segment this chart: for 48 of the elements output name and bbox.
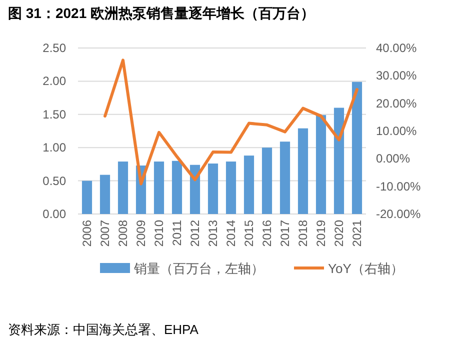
x-tick-label: 2010 — [152, 220, 166, 247]
bar — [280, 142, 290, 214]
x-tick-label: 2017 — [278, 220, 292, 247]
x-tick-label: 2012 — [188, 220, 202, 247]
bar — [172, 160, 182, 214]
x-tick-label: 2015 — [242, 220, 256, 247]
y-tick-label: 0.00 — [42, 207, 66, 221]
bar — [226, 162, 236, 214]
y2-tick-label: -20.00% — [376, 207, 422, 221]
x-tick-label: 2008 — [116, 220, 130, 247]
x-tick-label: 2014 — [224, 220, 238, 247]
bar — [298, 128, 308, 214]
bar — [118, 162, 128, 214]
x-tick-label: 2009 — [134, 220, 148, 247]
legend-label: 销量（百万台，左轴） — [133, 261, 264, 276]
y2-tick-label: 10.00% — [376, 124, 418, 138]
bar — [100, 174, 110, 214]
y-tick-label: 0.50 — [42, 174, 66, 188]
legend-label: YoY（右轴） — [328, 261, 404, 276]
x-tick-label: 2021 — [350, 220, 364, 247]
x-tick-label: 2019 — [314, 220, 328, 247]
y2-tick-label: 0.00% — [376, 152, 410, 166]
y-tick-label: 1.50 — [42, 107, 66, 122]
y-tick-label: 2.50 — [42, 41, 66, 55]
bar — [262, 148, 272, 214]
bar — [316, 115, 326, 214]
x-tick-label: 2018 — [296, 220, 310, 247]
x-tick-label: 2020 — [332, 220, 346, 247]
y2-tick-label: -10.00% — [376, 179, 422, 194]
bar — [208, 164, 218, 214]
line-series — [104, 58, 358, 186]
x-tick-label: 2007 — [98, 220, 112, 247]
bar — [352, 82, 362, 214]
y-tick-label: 1.00 — [42, 140, 66, 155]
x-tick-label: 2016 — [260, 220, 274, 247]
bar — [244, 156, 254, 214]
x-tick-label: 2006 — [80, 220, 94, 247]
chart-title: 图 31：2021 欧洲热泵销售量逐年增长（百万台） — [8, 5, 314, 21]
y2-tick-label: 40.00% — [376, 41, 418, 55]
y2-tick-label: 20.00% — [376, 96, 418, 110]
x-tick-label: 2013 — [206, 220, 220, 247]
y-tick-label: 2.00 — [42, 74, 66, 88]
text: 资料来源：中国海关总署、EHPA — [8, 322, 199, 337]
bar — [82, 180, 92, 214]
bar — [334, 108, 344, 214]
x-tick-label: 2011 — [170, 220, 184, 246]
bar — [154, 162, 164, 214]
y2-tick-label: 30.00% — [376, 68, 418, 83]
